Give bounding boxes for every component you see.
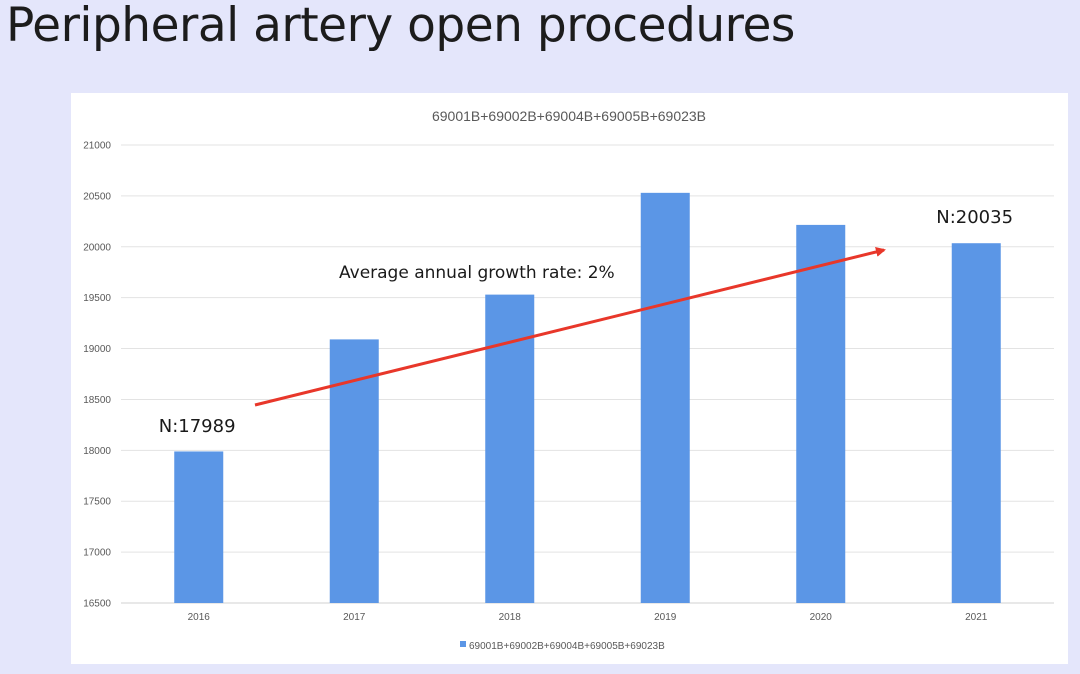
grid-layer — [121, 144, 1054, 604]
growth-rate-annotation: Average annual growth rate: 2% — [339, 263, 615, 283]
y-tick-label: 21000 — [83, 141, 111, 152]
x-tick-label: 2018 — [499, 612, 522, 623]
trend-arrow — [254, 247, 886, 407]
bar — [796, 224, 846, 603]
y-tick-label: 18500 — [83, 395, 111, 406]
legend-swatch — [460, 641, 466, 647]
annotations: N:17989 N:20035 Average annual growth rate… — [159, 207, 1013, 437]
slide-title: Peripheral artery open procedures — [6, 0, 795, 53]
bar — [174, 451, 224, 603]
y-tick-label: 19000 — [83, 344, 111, 355]
y-tick-label: 17000 — [83, 548, 111, 559]
x-tick-label: 2020 — [810, 612, 833, 623]
y-tick-label: 17500 — [83, 497, 111, 508]
chart-card: 69001B+69002B+69004B+69005B+69023B 16500… — [71, 93, 1068, 664]
y-axis-ticks: 16500 17000 17500 18000 18500 19000 19500 20000… — [83, 141, 111, 610]
y-tick-label: 18000 — [83, 446, 111, 457]
legend-label: 69001B+69002B+69004B+69005B+69023B — [469, 641, 665, 652]
y-tick-label: 19500 — [83, 293, 111, 304]
chart-title: 69001B+69002B+69004B+69005B+69023B — [432, 108, 706, 124]
x-tick-label: 2016 — [188, 612, 211, 623]
x-tick-label: 2017 — [343, 612, 366, 623]
y-tick-label: 20500 — [83, 191, 111, 202]
y-tick-label: 20000 — [83, 242, 111, 253]
bar-chart: 69001B+69002B+69004B+69005B+69023B 16500… — [83, 108, 1054, 652]
legend: 69001B+69002B+69004B+69005B+69023B — [460, 641, 665, 652]
x-tick-label: 2019 — [654, 612, 677, 623]
bar — [329, 339, 379, 603]
x-axis-ticks: 2016 2017 2018 2019 2020 2021 — [188, 612, 988, 623]
bar — [640, 192, 690, 603]
bar-layer — [174, 192, 1001, 603]
x-tick-label: 2021 — [965, 612, 988, 623]
first-value-annotation: N:17989 — [159, 416, 236, 437]
y-tick-label: 16500 — [83, 599, 111, 610]
bar — [951, 243, 1001, 603]
last-value-annotation: N:20035 — [936, 207, 1013, 228]
